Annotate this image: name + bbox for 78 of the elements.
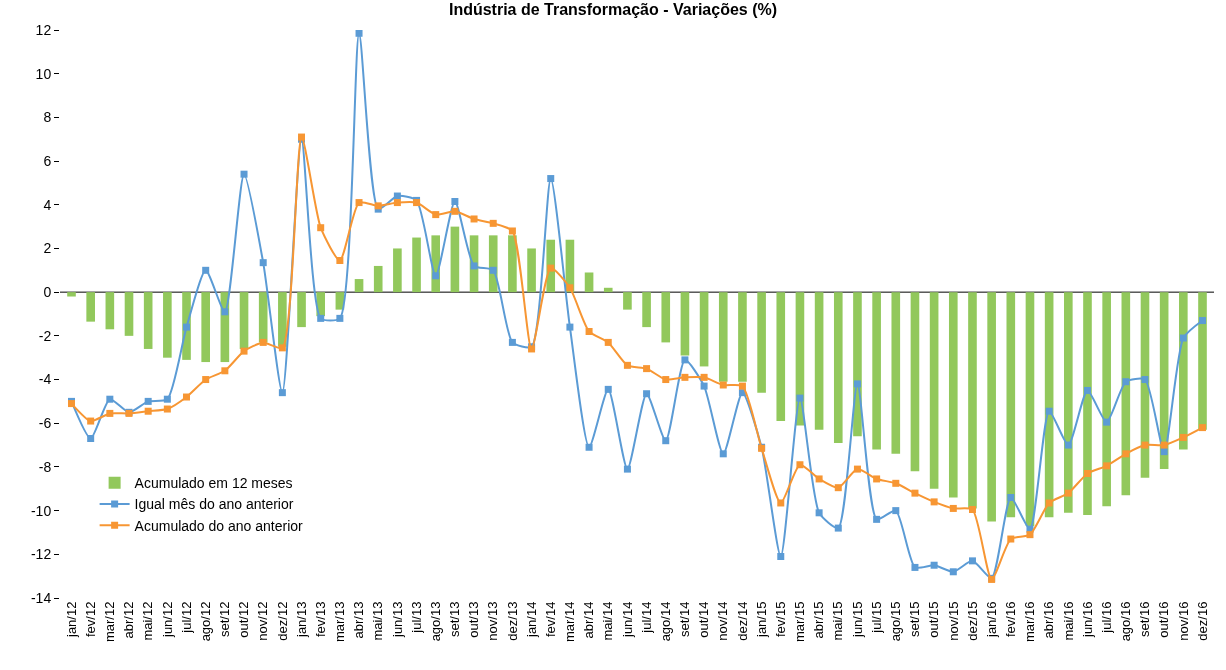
chart-title: Indústria de Transformação - Variações (%) (448, 0, 778, 18)
y-tick-label: -8 (38, 458, 52, 475)
x-tick-label: abr/13 (351, 601, 367, 639)
x-tick-label: ago/12 (197, 601, 213, 642)
x-tick-label: set/16 (1137, 601, 1153, 638)
y-tick-label: 0 (43, 284, 52, 301)
y-tick-label: 4 (43, 196, 52, 213)
x-tick-label: out/12 (236, 601, 252, 638)
x-tick-label: dez/12 (274, 601, 290, 641)
x-tick-label: mar/13 (332, 601, 348, 643)
y-tick-label: -14 (30, 589, 52, 606)
x-tick-label: abr/15 (811, 601, 827, 639)
x-tick-label: jan/13 (293, 601, 309, 639)
x-tick-label: set/13 (447, 601, 463, 638)
x-tick-label: mar/15 (792, 601, 808, 643)
x-tick-label: jul/12 (178, 601, 194, 634)
y-tick-label: 6 (43, 152, 52, 169)
x-tick-label: out/13 (466, 601, 482, 638)
x-tick-label: jul/15 (868, 601, 884, 634)
x-tick-label: mai/14 (600, 601, 616, 641)
x-tick-label: jul/16 (1098, 601, 1114, 634)
y-tick-label: 10 (35, 65, 52, 82)
y-tick-label: -4 (38, 371, 52, 388)
x-tick-label: jan/16 (983, 601, 999, 639)
x-tick-label: set/12 (217, 601, 233, 638)
x-tick-label: fev/13 (312, 601, 328, 638)
x-tick-label: out/15 (926, 601, 942, 638)
x-tick-label: nov/12 (255, 601, 271, 641)
y-tick-label: -12 (30, 546, 52, 563)
x-tick-label: ago/14 (657, 601, 673, 642)
x-tick-label: jan/15 (753, 601, 769, 639)
x-tick-label: mai/12 (140, 601, 156, 641)
x-tick-label: abr/16 (1041, 601, 1057, 639)
x-tick-label: dez/16 (1194, 601, 1210, 641)
x-tick-label: set/15 (907, 601, 923, 638)
y-tick-label: 8 (43, 109, 52, 126)
x-tick-label: nov/13 (485, 601, 501, 641)
legend-label: Acumulado do ano anterior (134, 517, 304, 534)
legend-label: Igual mês do ano anterior (134, 496, 294, 513)
x-tick-label: fev/14 (542, 601, 558, 638)
x-tick-label: dez/15 (964, 601, 980, 641)
x-tick-label: fev/16 (1003, 601, 1019, 638)
x-tick-label: jun/14 (619, 601, 635, 639)
x-tick-label: out/16 (1156, 601, 1172, 638)
x-tick-label: nov/14 (715, 601, 731, 641)
x-tick-label: fev/15 (772, 601, 788, 638)
x-tick-label: jan/14 (523, 601, 539, 639)
x-tick-label: mar/16 (1022, 601, 1038, 643)
y-tick-label: 12 (35, 21, 52, 38)
x-tick-label: set/14 (677, 601, 693, 638)
x-tick-label: mai/16 (1060, 601, 1076, 641)
x-tick-label: jun/15 (849, 601, 865, 639)
x-tick-label: ago/13 (427, 601, 443, 642)
legend-label: Acumulado em 12 meses (134, 475, 293, 492)
x-tick-label: jul/13 (408, 601, 424, 634)
x-tick-label: ago/16 (1118, 601, 1134, 642)
x-tick-label: jul/14 (638, 601, 654, 634)
y-tick-label: 2 (43, 240, 52, 257)
x-tick-label: nov/16 (1175, 601, 1191, 641)
x-tick-label: ago/15 (888, 601, 904, 642)
x-tick-label: mai/13 (370, 601, 386, 641)
x-tick-label: abr/12 (121, 601, 137, 639)
x-tick-label: mar/12 (102, 601, 118, 643)
x-tick-label: abr/14 (581, 601, 597, 639)
y-tick-label: -6 (38, 415, 52, 432)
x-tick-label: jun/16 (1079, 601, 1095, 639)
y-tick-label: -2 (38, 327, 52, 344)
x-tick-label: dez/14 (734, 601, 750, 641)
x-tick-label: mai/15 (830, 601, 846, 641)
x-tick-label: fev/12 (82, 601, 98, 638)
x-tick-label: jun/12 (159, 601, 175, 639)
x-tick-label: nov/15 (945, 601, 961, 641)
x-tick-label: jun/13 (389, 601, 405, 639)
y-tick-label: -10 (30, 502, 52, 519)
x-tick-label: out/14 (696, 601, 712, 638)
x-tick-label: jan/12 (63, 601, 79, 639)
x-tick-label: mar/14 (562, 601, 578, 643)
x-tick-label: dez/13 (504, 601, 520, 641)
